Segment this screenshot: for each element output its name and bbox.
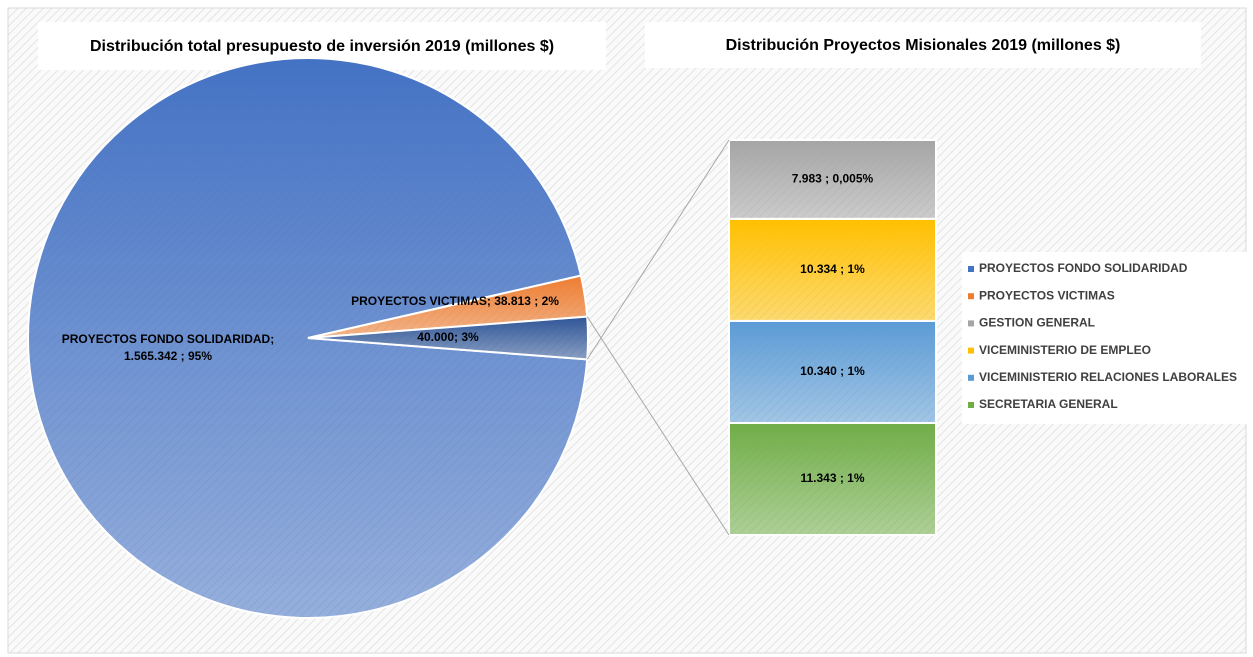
- legend-label: VICEMINISTERIO DE EMPLEO: [979, 343, 1151, 357]
- label-line: PROYECTOS FONDO SOLIDARIDAD;: [62, 332, 274, 346]
- legend-label: VICEMINISTERIO RELACIONES LABORALES: [979, 370, 1237, 384]
- chart-title: Distribución Proyectos Misionales 2019 (…: [726, 37, 1121, 54]
- data-label: 10.340 ; 1%: [800, 364, 865, 378]
- legend-swatch: [968, 347, 974, 354]
- connector-line: [586, 316, 730, 536]
- data-label: PROYECTOS VICTIMAS; 38.813 ; 2%: [351, 294, 559, 308]
- legend-swatch: [968, 402, 974, 408]
- data-label: 11.343 ; 1%: [800, 471, 864, 485]
- data-label: 7.983 ; 0,005%: [792, 172, 874, 186]
- legend-label: PROYECTOS FONDO SOLIDARIDAD: [979, 261, 1188, 275]
- title-box: [645, 22, 1201, 68]
- connector-line: [586, 139, 730, 360]
- legend-swatch: [968, 293, 974, 300]
- bar-segment: [728, 217, 937, 322]
- bar-segment: [728, 139, 937, 220]
- legend-label: GESTION GENERAL: [979, 316, 1095, 330]
- bar-segment: [728, 319, 937, 424]
- data-label: 10.334 ; 1%: [800, 262, 865, 276]
- chart-title: Distribución total presupuesto de invers…: [90, 38, 554, 55]
- label-line: 1.565.342 ; 95%: [124, 349, 212, 363]
- data-label: 40.000; 3%: [417, 330, 479, 344]
- legend-swatch: [968, 320, 974, 327]
- legend-swatch: [968, 266, 974, 272]
- pie-slice: [27, 57, 589, 619]
- legend-box: [962, 252, 1253, 424]
- bar-segment: [728, 421, 937, 537]
- data-label: PROYECTOS FONDO SOLIDARIDAD; 1.565.342 ; …: [62, 332, 274, 363]
- legend-label: SECRETARIA GENERAL: [979, 397, 1118, 411]
- legend-swatch: [968, 374, 974, 381]
- legend-label: PROYECTOS VICTIMAS: [979, 288, 1115, 302]
